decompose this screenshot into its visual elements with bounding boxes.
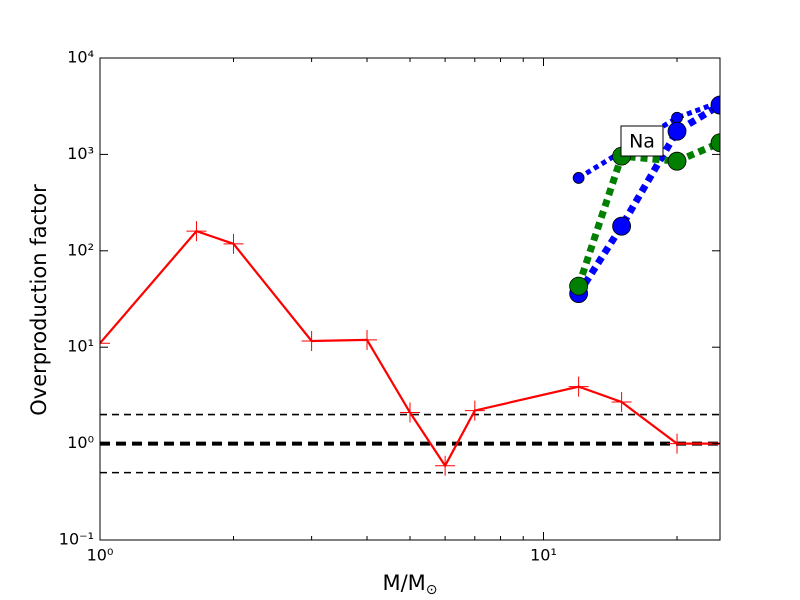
marker (400, 402, 420, 423)
marker (568, 376, 589, 397)
marker (186, 221, 207, 242)
marker (667, 151, 687, 171)
marker (357, 329, 378, 350)
x-tick-label: 10¹ (530, 546, 557, 565)
marker (572, 172, 585, 184)
marker (667, 121, 687, 141)
y-tick-label: 10¹ (67, 337, 94, 356)
marker (464, 400, 485, 421)
y-tick-label: 10⁰ (67, 433, 94, 452)
y-tick-label: 10⁻¹ (59, 530, 94, 549)
annotation-group: Na (620, 125, 664, 157)
series-line (577, 99, 720, 181)
marker (667, 433, 688, 454)
marker (671, 111, 683, 124)
marker (435, 455, 456, 476)
series-line (100, 229, 720, 468)
marker (569, 276, 589, 296)
marker (612, 216, 632, 236)
marker (710, 95, 720, 115)
x-axis-label-main: M/M (382, 571, 425, 595)
y-tick-label: 10² (67, 240, 94, 259)
annotation-box (620, 125, 664, 157)
plot-area (100, 95, 720, 476)
y-tick-label: 10³ (67, 144, 94, 163)
series-line (575, 102, 720, 296)
marker (611, 392, 632, 413)
y-axis-label: Overproduction factor (27, 184, 51, 416)
x-axis-label-subscript: ⊙ (426, 582, 438, 598)
annotation: Na (629, 131, 655, 153)
y-tick-label: 10⁴ (67, 48, 94, 67)
marker (100, 333, 110, 354)
marker (301, 330, 322, 351)
marker (223, 233, 244, 254)
marker (710, 133, 720, 153)
x-tick-label: 10⁰ (87, 546, 114, 565)
x-axis-label: M/M⊙ (382, 571, 437, 598)
